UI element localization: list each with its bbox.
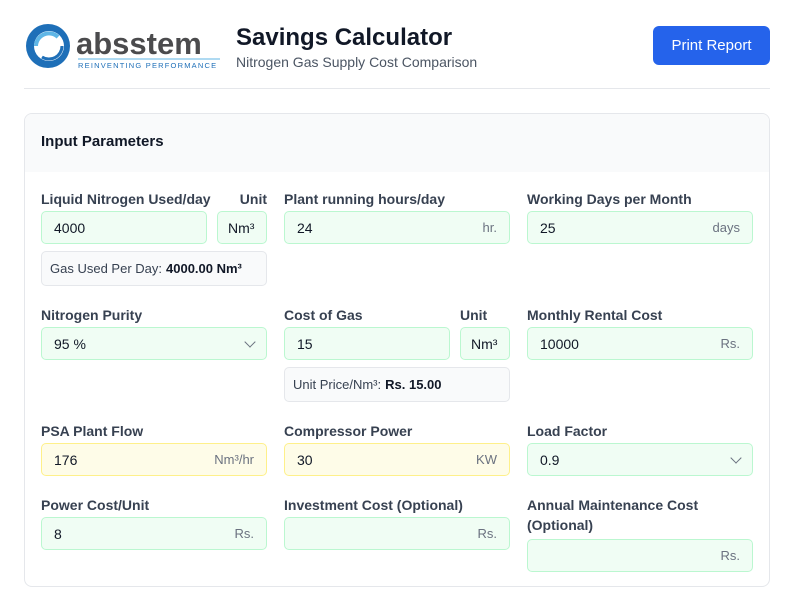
suffix: Nm³/hr bbox=[214, 452, 254, 467]
compressor-field: Compressor Power 30 KW bbox=[284, 421, 510, 476]
maintenance-field: Annual Maintenance Cost (Optional) Rs. bbox=[527, 495, 753, 572]
label: PSA Plant Flow bbox=[41, 423, 144, 439]
value: 30 bbox=[297, 451, 313, 468]
gas-cost-field: Cost of Gas Unit 15 Nm³ Unit Price/Nm³: R… bbox=[284, 305, 510, 402]
investment-field: Investment Cost (Optional) Rs. bbox=[284, 495, 510, 550]
suffix: hr. bbox=[482, 220, 497, 235]
page-subtitle: Nitrogen Gas Supply Cost Comparison bbox=[236, 54, 478, 70]
label: Load Factor bbox=[527, 423, 608, 439]
chevron-down-icon bbox=[244, 335, 256, 348]
label: Working Days per Month bbox=[527, 191, 692, 207]
value: Nm³ bbox=[471, 335, 498, 352]
power-cost-field: Power Cost/Unit 8 Rs. bbox=[41, 495, 267, 550]
print-report-button[interactable]: Print Report bbox=[653, 26, 770, 65]
value: 8 bbox=[54, 525, 62, 542]
label: Power Cost/Unit bbox=[41, 497, 150, 513]
page-title: Savings Calculator bbox=[236, 24, 453, 51]
load-factor-field: Load Factor 0.9 bbox=[527, 421, 753, 476]
header: absstem REINVENTING PERFORMANCE Savings … bbox=[24, 18, 770, 88]
purity-field: Nitrogen Purity 95 % bbox=[41, 305, 267, 360]
psa-flow-input[interactable]: 176 Nm³/hr bbox=[41, 443, 267, 476]
load-factor-select[interactable]: 0.9 bbox=[527, 443, 753, 476]
maintenance-input[interactable]: Rs. bbox=[527, 539, 753, 572]
value: 0.9 bbox=[540, 451, 560, 468]
input-parameters-card: Input Parameters Liquid Nitrogen Used/da… bbox=[24, 113, 770, 587]
info-value: Rs. 15.00 bbox=[385, 377, 442, 392]
suffix: Rs. bbox=[720, 336, 741, 351]
value: Nm³ bbox=[228, 219, 255, 236]
days-input[interactable]: 25 days bbox=[527, 211, 753, 244]
info-value: 4000.00 Nm³ bbox=[166, 261, 242, 276]
investment-input[interactable]: Rs. bbox=[284, 517, 510, 550]
label: Cost of Gas bbox=[284, 307, 363, 323]
value: 95 % bbox=[54, 335, 86, 352]
gas-cost-input[interactable]: 15 bbox=[284, 327, 450, 360]
liquid-unit-select[interactable]: Nm³ bbox=[217, 211, 267, 244]
rental-input[interactable]: 10000 Rs. bbox=[527, 327, 753, 360]
label: Investment Cost (Optional) bbox=[284, 497, 463, 513]
rental-field: Monthly Rental Cost 10000 Rs. bbox=[527, 305, 753, 360]
hours-field: Plant running hours/day 24 hr. bbox=[284, 189, 510, 244]
liquid-nitrogen-field: Liquid Nitrogen Used/day Unit 4000 Nm³ G… bbox=[41, 189, 267, 286]
compressor-input[interactable]: 30 KW bbox=[284, 443, 510, 476]
value: 15 bbox=[297, 335, 313, 352]
value: 4000 bbox=[54, 219, 86, 236]
svg-text:absstem: absstem bbox=[76, 26, 202, 61]
label: Annual Maintenance Cost (Optional) bbox=[527, 497, 699, 533]
suffix: Rs. bbox=[720, 548, 741, 563]
suffix: Rs. bbox=[234, 526, 255, 541]
suffix: KW bbox=[476, 452, 497, 467]
value: 176 bbox=[54, 451, 78, 468]
purity-select[interactable]: 95 % bbox=[41, 327, 267, 360]
label: Liquid Nitrogen Used/day bbox=[41, 191, 211, 207]
card-title: Input Parameters bbox=[25, 114, 769, 172]
power-cost-input[interactable]: 8 Rs. bbox=[41, 517, 267, 550]
value: 24 bbox=[297, 219, 313, 236]
header-divider bbox=[24, 88, 770, 89]
unit-price-info: Unit Price/Nm³: Rs. 15.00 bbox=[284, 367, 510, 402]
value: 10000 bbox=[540, 335, 579, 352]
liquid-nitrogen-input[interactable]: 4000 bbox=[41, 211, 207, 244]
suffix: days bbox=[712, 220, 740, 235]
svg-text:REINVENTING PERFORMANCE: REINVENTING PERFORMANCE bbox=[78, 61, 217, 70]
hours-input[interactable]: 24 hr. bbox=[284, 211, 510, 244]
label: Unit bbox=[460, 307, 488, 323]
label: Monthly Rental Cost bbox=[527, 307, 663, 323]
info-label: Unit Price/Nm³: bbox=[293, 377, 382, 392]
label: Unit bbox=[239, 191, 267, 207]
absstem-logo: absstem REINVENTING PERFORMANCE bbox=[24, 22, 224, 75]
gas-unit-select[interactable]: Nm³ bbox=[460, 327, 510, 360]
days-field: Working Days per Month 25 days bbox=[527, 189, 753, 244]
label: Nitrogen Purity bbox=[41, 307, 143, 323]
chevron-down-icon bbox=[730, 451, 742, 464]
info-label: Gas Used Per Day: bbox=[50, 261, 162, 276]
label: Compressor Power bbox=[284, 423, 413, 439]
value: 25 bbox=[540, 219, 556, 236]
psa-flow-field: PSA Plant Flow 176 Nm³/hr bbox=[41, 421, 267, 476]
label: Plant running hours/day bbox=[284, 191, 446, 207]
suffix: Rs. bbox=[477, 526, 498, 541]
gas-used-info: Gas Used Per Day: 4000.00 Nm³ bbox=[41, 251, 267, 286]
